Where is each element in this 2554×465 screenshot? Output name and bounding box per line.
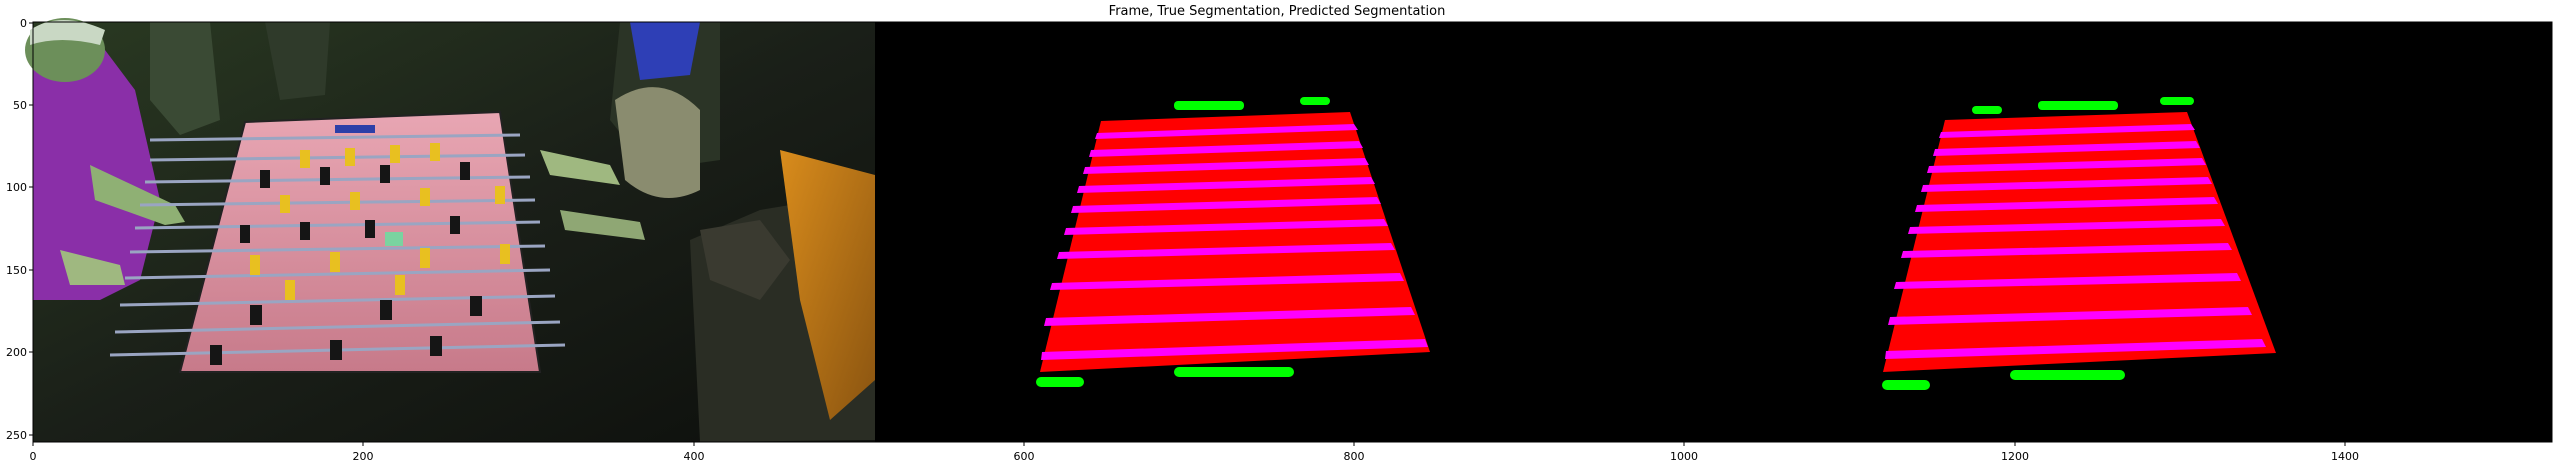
y-tick-label: 0 bbox=[20, 17, 27, 30]
x-axis: 0 200 400 600 800 1000 1200 1400 bbox=[30, 442, 2359, 463]
x-tick-label: 600 bbox=[1014, 450, 1035, 463]
rod-masks-predicted bbox=[1885, 124, 2266, 359]
axes-frame bbox=[32, 21, 2553, 443]
y-axis: 0 50 100 150 200 250 bbox=[6, 17, 33, 442]
y-tick-label: 250 bbox=[6, 429, 27, 442]
table-mask-predicted bbox=[1883, 112, 2276, 372]
x-tick-label: 1000 bbox=[1670, 450, 1698, 463]
x-tick-label: 400 bbox=[684, 450, 705, 463]
y-tick-label: 50 bbox=[13, 99, 27, 112]
table-mask-true bbox=[1040, 112, 1430, 372]
goal-masks-true bbox=[1036, 97, 1330, 387]
x-tick-label: 0 bbox=[30, 450, 37, 463]
y-tick-label: 200 bbox=[6, 346, 27, 359]
y-tick-label: 100 bbox=[6, 181, 27, 194]
true-segmentation-panel bbox=[875, 22, 1715, 442]
predicted-segmentation-panel bbox=[1715, 22, 2552, 442]
goal-masks-predicted bbox=[1882, 97, 2194, 390]
figure-title: Frame, True Segmentation, Predicted Segm… bbox=[1108, 4, 1446, 19]
y-tick-label: 150 bbox=[6, 264, 27, 277]
frame-panel bbox=[25, 18, 875, 442]
x-tick-label: 800 bbox=[1344, 450, 1365, 463]
x-tick-label: 200 bbox=[353, 450, 374, 463]
x-tick-label: 1200 bbox=[2001, 450, 2029, 463]
x-tick-label: 1400 bbox=[2331, 450, 2359, 463]
rod-masks-true bbox=[1041, 124, 1428, 360]
